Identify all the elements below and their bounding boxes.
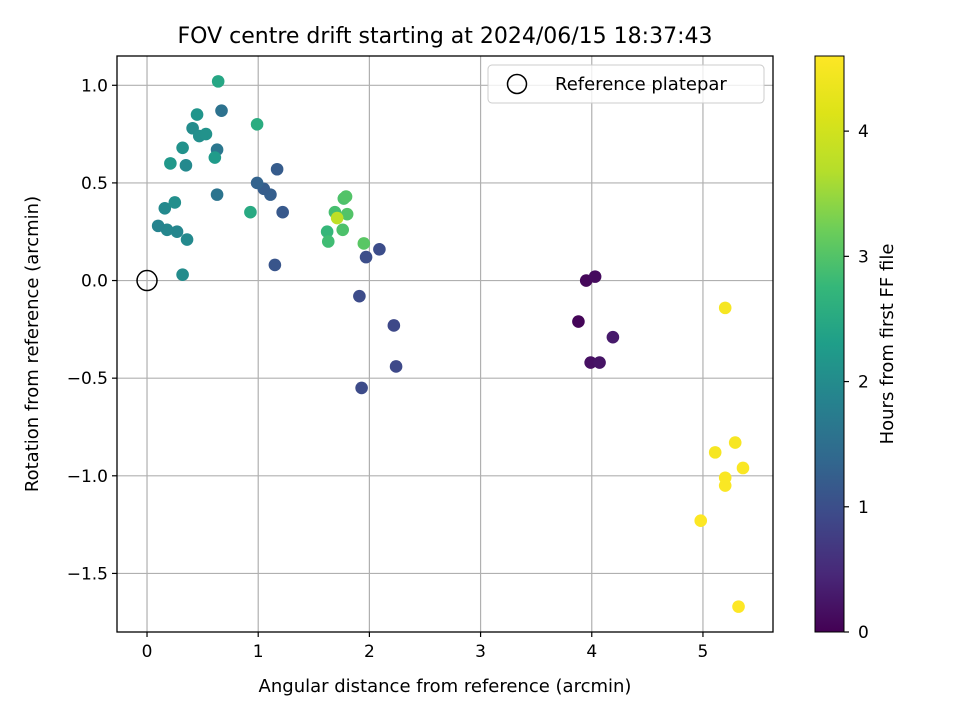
data-point (276, 205, 289, 219)
chart-title: FOV centre drift starting at 2024/06/15 … (178, 24, 713, 49)
data-point (340, 207, 354, 221)
legend-label: Reference platepar (555, 74, 727, 95)
y-tick-label: −0.5 (67, 369, 108, 389)
data-point (199, 127, 213, 141)
colorbar-tick-label: 1 (858, 498, 869, 518)
data-point (606, 330, 620, 344)
colorbar-ticks: 0 1 2 3 4 (844, 122, 869, 643)
data-point (244, 205, 257, 219)
data-point (168, 196, 182, 209)
data-point (387, 319, 401, 332)
y-tick-label: −1.0 (67, 467, 108, 487)
y-tick-label: 1.0 (81, 76, 108, 96)
colorbar: 0 1 2 3 4 Hours from first FF file (814, 55, 898, 643)
data-point (336, 223, 350, 237)
reference-platepar-marker (136, 269, 158, 292)
x-tick-label: 2 (364, 642, 375, 662)
data-point (179, 159, 193, 172)
grid (117, 56, 773, 632)
colorbar-tick-label: 2 (858, 373, 869, 393)
colorbar-tick-label: 0 (858, 623, 869, 643)
data-point (270, 162, 284, 176)
data-point (211, 75, 225, 88)
data-point (355, 381, 368, 395)
data-point (190, 108, 204, 121)
colorbar-label: Hours from first FF file (877, 244, 898, 445)
data-point (320, 225, 334, 239)
data-point (357, 237, 371, 250)
data-point (389, 360, 403, 373)
legend-reference-marker (506, 73, 528, 95)
legend-box (487, 64, 765, 104)
data-point (694, 514, 708, 528)
data-point (359, 250, 373, 264)
data-point (708, 446, 722, 459)
data-point (373, 243, 386, 256)
data-point (176, 141, 189, 155)
data-point (588, 270, 602, 283)
colorbar-tick-label: 3 (858, 247, 869, 267)
data-point (736, 461, 750, 475)
data-point (151, 219, 165, 233)
colorbar-tick-label: 4 (858, 122, 869, 142)
colorbar-frame (814, 55, 845, 633)
data-point (732, 600, 745, 613)
data-point (210, 188, 224, 201)
x-axis-label: Angular distance from reference (arcmin) (259, 676, 632, 697)
y-tick-label: 0.0 (81, 272, 108, 292)
data-point (321, 235, 335, 248)
data-point (208, 151, 222, 164)
x-tick-label: 0 (142, 642, 153, 662)
y-tick-label: 0.5 (81, 174, 108, 194)
colorbar-gradient (815, 56, 844, 632)
data-points (136, 75, 750, 613)
x-tick-label: 3 (475, 642, 486, 662)
x-tick-label: 4 (586, 642, 597, 662)
data-point (268, 258, 282, 272)
data-point (164, 157, 177, 170)
data-point (176, 268, 189, 281)
y-axis-label: Rotation from reference (arcmin) (22, 196, 43, 492)
data-point (250, 118, 264, 131)
data-point (250, 176, 264, 190)
x-tick-label: 5 (698, 642, 709, 662)
data-point (170, 225, 184, 239)
data-point (584, 356, 597, 369)
data-point (330, 211, 344, 225)
plot-frame (116, 55, 774, 633)
data-point (718, 479, 732, 492)
data-point (158, 201, 172, 215)
legend: Reference platepar (487, 64, 765, 104)
data-point (572, 315, 585, 328)
data-point (718, 301, 732, 315)
data-point (728, 436, 742, 449)
data-point (339, 190, 353, 203)
y-tick-label: −1.5 (67, 564, 108, 584)
data-point (180, 233, 194, 246)
x-tick-label: 1 (253, 642, 264, 662)
axis-ticks: 0 1 2 3 4 5 −1.5 −1.0 −0.5 0.0 0.5 1.0 (67, 76, 709, 662)
data-point (215, 104, 228, 117)
data-point (353, 289, 366, 303)
data-point (593, 356, 606, 369)
